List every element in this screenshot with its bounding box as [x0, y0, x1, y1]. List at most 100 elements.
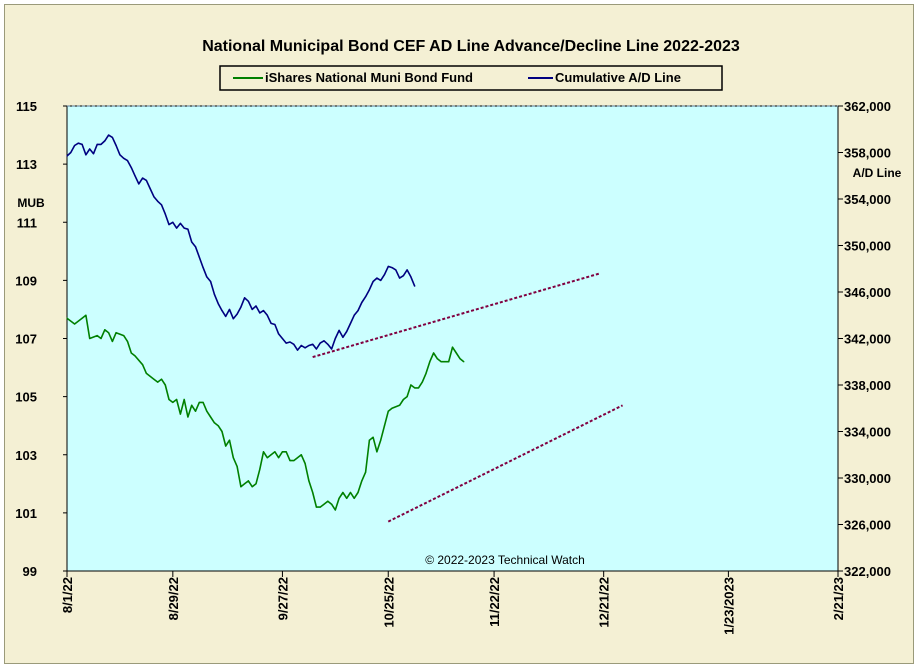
- right-tick-label: 338,000: [844, 378, 891, 393]
- series-2-point: [187, 228, 189, 230]
- series-1-point: [353, 497, 355, 499]
- legend-box: [219, 65, 723, 91]
- series-2-point: [372, 280, 374, 283]
- series-1-point: [145, 372, 147, 374]
- series-1-point: [406, 396, 408, 398]
- series-1-point: [115, 332, 117, 334]
- series-1-point: [183, 398, 185, 401]
- series-1-point: [451, 346, 454, 348]
- series-2-point: [107, 134, 110, 136]
- series-1-point: [346, 497, 348, 499]
- series-1-point: [387, 410, 389, 412]
- series-lines: [66, 134, 465, 511]
- series-1-point: [232, 457, 234, 459]
- plot-area: [66, 105, 839, 572]
- series-1-point: [338, 497, 340, 499]
- series-1-point: [164, 384, 166, 386]
- series-2-point: [138, 183, 140, 185]
- series-1-point: [421, 381, 423, 383]
- series-1-point: [179, 413, 181, 415]
- legend-label-series-1: iShares National Muni Bond Fund: [265, 70, 473, 85]
- chart-frame: National Municipal Bond CEF AD Line Adva…: [4, 4, 914, 664]
- trendlines: [312, 272, 624, 523]
- right-tick-label: 362,000: [844, 99, 891, 114]
- series-1-point: [228, 439, 231, 441]
- series-1-point: [213, 422, 215, 424]
- series-2-point: [92, 153, 95, 155]
- series-2-point: [262, 310, 265, 312]
- right-tick-label: 342,000: [844, 332, 891, 347]
- series-2-point: [168, 223, 170, 226]
- series-1-point: [225, 445, 227, 447]
- series-1-point: [274, 451, 276, 453]
- series-2-point: [285, 342, 287, 344]
- series-1-point: [96, 334, 98, 337]
- series-2-point: [96, 143, 98, 145]
- x-tick-label: 2/21/23: [831, 577, 846, 620]
- series-1-point: [191, 404, 193, 406]
- series-2-point: [406, 269, 408, 271]
- series-2-point: [73, 144, 76, 147]
- series-2-point: [376, 277, 378, 279]
- series-2-point: [391, 266, 393, 269]
- series-1-point: [425, 372, 427, 374]
- series-1-point: [262, 451, 265, 453]
- series-2-point: [387, 265, 389, 268]
- series-2-point: [274, 323, 276, 326]
- series-2-point: [293, 343, 295, 345]
- series-2-point: [323, 340, 325, 342]
- series-1-point: [240, 486, 242, 488]
- series-1-point: [210, 416, 212, 418]
- trendline-1: [387, 404, 624, 523]
- series-1-point: [414, 387, 416, 389]
- x-tick-label: 1/23/2023: [721, 577, 736, 635]
- series-1-point: [383, 425, 386, 427]
- series-2-point: [164, 213, 166, 215]
- series-1-point: [372, 436, 374, 438]
- series-1-point: [429, 361, 431, 363]
- series-1-point: [323, 503, 325, 505]
- series-1-point: [319, 506, 321, 508]
- series-2-point: [240, 306, 242, 308]
- series-2-point: [346, 330, 348, 333]
- series-1-point: [85, 314, 87, 316]
- series-1-point: [380, 439, 382, 441]
- series-2-point: [368, 289, 370, 291]
- left-tick-label: 99: [23, 564, 37, 579]
- left-tick-label: 103: [15, 448, 37, 463]
- legend-label-series-2: Cumulative A/D Line: [555, 70, 681, 85]
- series-1-point: [334, 509, 336, 511]
- series-1-point: [126, 340, 129, 343]
- series-1-point: [100, 337, 102, 340]
- series-2-point: [149, 187, 151, 190]
- chart-svg: National Municipal Bond CEF AD Line Adva…: [15, 38, 901, 635]
- series-2-point: [312, 343, 314, 345]
- series-1-point: [300, 454, 302, 456]
- series-2-point: [213, 293, 215, 295]
- left-axis-label: MUB: [17, 196, 45, 210]
- series-1-point: [157, 381, 159, 383]
- series-2-point: [361, 301, 363, 304]
- series-1-point: [463, 361, 465, 363]
- left-axis: 99 101 103 105 107 109 111 113 115: [15, 99, 67, 579]
- series-2-point: [77, 142, 79, 144]
- series-1-point: [391, 407, 393, 409]
- series-2-point: [289, 341, 291, 343]
- series-2-point: [383, 273, 386, 276]
- series-2-point: [119, 154, 121, 156]
- series-1-point: [402, 398, 404, 401]
- series-2-point: [191, 241, 193, 243]
- series-1-point: [357, 491, 359, 494]
- series-2-point: [70, 151, 72, 154]
- series-1-point: [73, 323, 76, 325]
- left-tick-label: 109: [15, 273, 37, 288]
- series-1-point: [176, 398, 178, 401]
- x-tick-label: 8/29/22: [166, 577, 181, 620]
- series-1-point: [448, 361, 450, 363]
- series-1-point: [398, 404, 401, 406]
- series-1-point: [364, 471, 367, 473]
- series-2-point: [153, 196, 155, 198]
- copyright-text: © 2022-2023 Technical Watch: [425, 553, 585, 567]
- left-tick-label: 113: [16, 157, 37, 172]
- series-1-point: [172, 401, 174, 404]
